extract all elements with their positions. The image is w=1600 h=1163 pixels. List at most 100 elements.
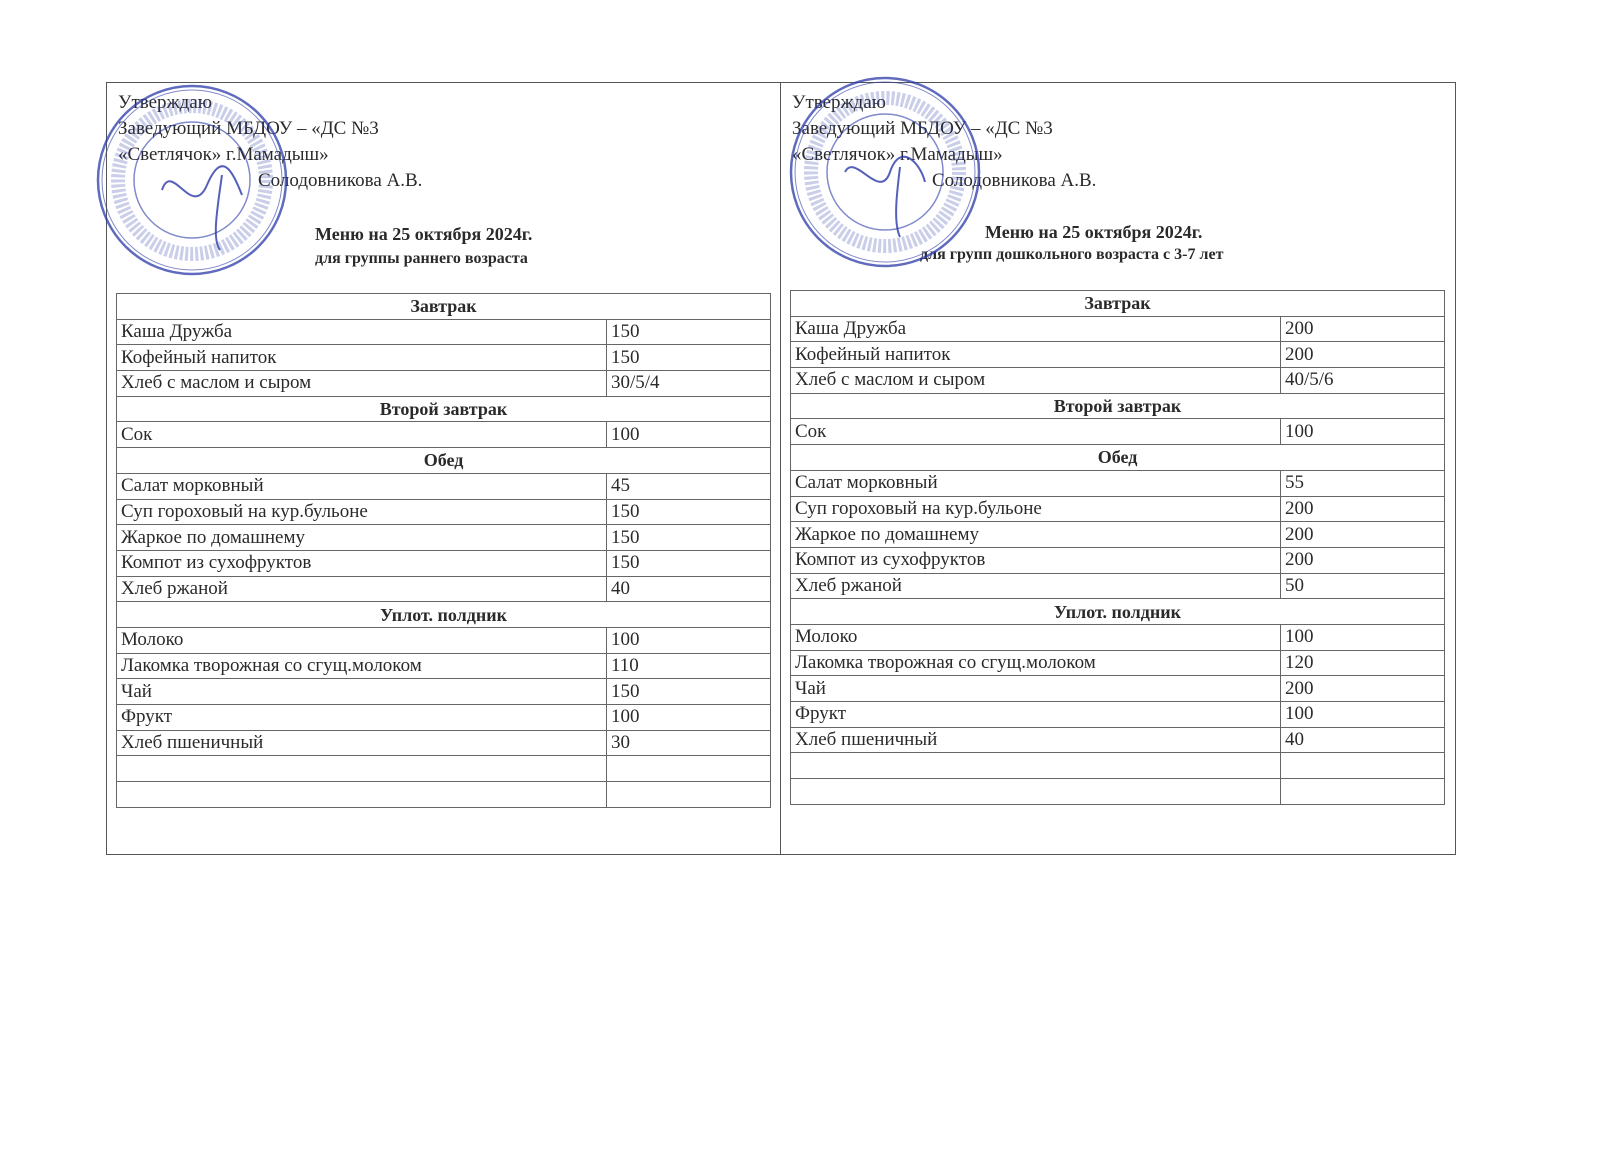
portion-amount: 150 [606,524,771,551]
portion-amount: 100 [1280,623,1445,651]
section-header-row: Обед [116,447,771,474]
menu-title-left: Меню на 25 октября 2024г. [315,224,533,244]
menu-item-row: Лакомка творожная со сгущ.молоком 120 [790,649,1445,677]
menu-item-row: Суп гороховый на кур.бульоне 200 [790,495,1445,523]
portion-amount: 45 [606,472,771,500]
section-header-row: Обед [790,444,1445,471]
menu-item-row: Хлеб с маслом и сыром 30/5/4 [116,370,771,397]
menu-subtitle-left: для группы раннего возраста [315,250,528,267]
dish-name: Молоко [790,623,1281,651]
portion-amount: 200 [1280,341,1445,369]
dish-name: Компот из сухофруктов [790,546,1281,574]
approval-signer: Солодовникова А.В. [258,170,423,191]
dish-name: Хлеб ржаной [116,575,607,603]
approval-block-right: Утверждаю Заведующий МБДОУ – «ДС №3 «Све… [792,90,1096,194]
menu-item-row [116,781,771,808]
portion-amount: 100 [1280,701,1445,728]
dish-name: Молоко [116,626,607,654]
portion-amount: 40 [606,575,771,603]
dish-name: Суп гороховый на кур.бульоне [116,498,607,526]
portion-amount: 40/5/6 [1280,367,1445,394]
menu-item-row: Суп гороховый на кур.бульоне 150 [116,498,771,526]
dish-name [116,781,607,808]
menu-item-row: Лакомка творожная со сгущ.молоком 110 [116,652,771,680]
section-header-row: Второй завтрак [116,395,771,423]
portion-amount: 200 [1280,495,1445,523]
portion-amount: 150 [606,549,771,577]
dish-name: Компот из сухофруктов [116,549,607,577]
portion-amount: 55 [1280,469,1445,497]
approval-line: Утверждаю [792,92,886,113]
menu-item-row: Каша Дружба 150 [116,318,771,346]
portion-amount: 200 [1280,675,1445,702]
dish-name: Суп гороховый на кур.бульоне [790,495,1281,523]
menu-item-row: Чай 200 [790,675,1445,702]
document-frame [106,82,1456,855]
menu-item-row: Сок 100 [116,421,771,449]
menu-item-row: Компот из сухофруктов 150 [116,549,771,577]
approval-line: «Светлячок» г.Мамадыш» [118,144,329,165]
dish-name: Чай [116,678,607,705]
menu-item-row: Компот из сухофруктов 200 [790,546,1445,574]
menu-item-row [790,778,1445,805]
dish-name: Сок [790,418,1281,446]
portion-amount [1280,778,1445,805]
section-header-row: Второй завтрак [790,392,1445,420]
dish-name: Фрукт [790,701,1281,728]
menu-item-row: Фрукт 100 [116,704,771,731]
portion-amount: 150 [606,498,771,526]
menu-item-row: Молоко 100 [790,623,1445,651]
portion-amount: 100 [606,626,771,654]
portion-amount: 150 [606,678,771,705]
portion-amount: 100 [1280,418,1445,446]
section-title: Обед [116,447,771,474]
menu-item-row: Молоко 100 [116,626,771,654]
menu-item-row: Салат морковный 55 [790,469,1445,497]
dish-name: Кофейный напиток [790,341,1281,369]
portion-amount: 100 [606,704,771,731]
menu-item-row: Жаркое по домашнему 200 [790,521,1445,548]
portion-amount: 110 [606,652,771,680]
section-title: Уплот. полдник [116,601,771,628]
dish-name: Жаркое по домашнему [790,521,1281,548]
dish-name: Салат морковный [790,469,1281,497]
menu-item-row: Хлеб с маслом и сыром 40/5/6 [790,367,1445,394]
menu-table-left: Завтрак Каша Дружба 150 Кофейный напиток 150… [116,293,771,808]
menu-item-row: Фрукт 100 [790,701,1445,728]
portion-amount: 120 [1280,649,1445,677]
section-header-row: Завтрак [116,293,771,320]
dish-name: Хлеб с маслом и сыром [790,367,1281,394]
approval-signer: Солодовникова А.В. [932,170,1097,191]
menu-title-right: Меню на 25 октября 2024г. [985,222,1203,242]
approval-block-left: Утверждаю Заведующий МБДОУ – «ДС №3 «Све… [118,90,422,194]
dish-name: Лакомка творожная со сгущ.молоком [116,652,607,680]
menu-item-row: Сок 100 [790,418,1445,446]
menu-item-row: Хлеб пшеничный 40 [790,726,1445,754]
dish-name: Хлеб пшеничный [790,726,1281,754]
menu-item-row: Чай 150 [116,678,771,705]
section-header-row: Завтрак [790,290,1445,317]
portion-amount [606,781,771,808]
portion-amount [1280,752,1445,780]
dish-name: Хлеб с маслом и сыром [116,370,607,397]
portion-amount: 200 [1280,546,1445,574]
dish-name: Жаркое по домашнему [116,524,607,551]
menu-subtitle-right: для групп дошкольного возраста с 3-7 лет [920,246,1224,263]
dish-name: Чай [790,675,1281,702]
approval-line: Заведующий МБДОУ – «ДС №3 [792,118,1053,139]
portion-amount: 200 [1280,521,1445,548]
section-title: Уплот. полдник [790,598,1445,625]
menu-item-row: Кофейный напиток 150 [116,344,771,372]
section-title: Второй завтрак [790,392,1445,420]
menu-item-row: Кофейный напиток 200 [790,341,1445,369]
portion-amount: 30 [606,729,771,757]
menu-item-row [116,755,771,783]
portion-amount: 100 [606,421,771,449]
menu-item-row: Жаркое по домашнему 150 [116,524,771,551]
column-divider [780,82,781,855]
menu-item-row: Салат морковный 45 [116,472,771,500]
portion-amount [606,755,771,783]
dish-name [116,755,607,783]
section-header-row: Уплот. полдник [116,601,771,628]
dish-name: Хлеб ржаной [790,572,1281,600]
